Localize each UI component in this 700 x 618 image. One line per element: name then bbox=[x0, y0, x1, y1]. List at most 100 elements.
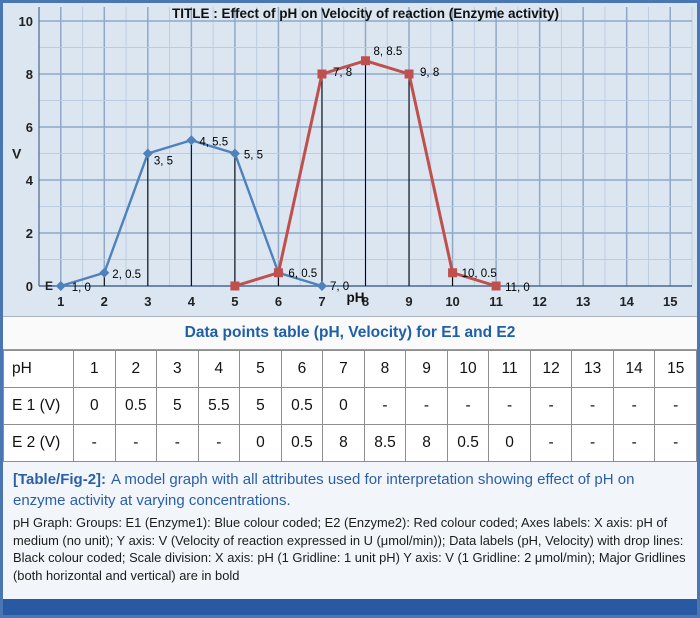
table-cell: - bbox=[571, 424, 614, 462]
data-point-label: 5, 5 bbox=[244, 150, 263, 162]
data-point-label: 7, 8 bbox=[333, 67, 352, 79]
data-point-marker-diamond bbox=[229, 148, 240, 159]
y-axis-title: V bbox=[12, 146, 22, 162]
origin-annotation: E bbox=[45, 279, 53, 293]
x-tick-label: 10 bbox=[445, 294, 459, 309]
y-tick-label: 4 bbox=[26, 173, 34, 188]
x-tick-label: 3 bbox=[144, 294, 151, 309]
x-axis-title: pH bbox=[347, 290, 365, 305]
data-point-marker-square bbox=[491, 281, 501, 291]
table-row: E 1 (V) 0 0.5 5 5.5 5 0.5 0- - - - - - - - bbox=[3, 387, 697, 425]
table-cell: - bbox=[156, 424, 199, 462]
y-tick-label: 10 bbox=[19, 14, 33, 29]
x-tick-label: 11 bbox=[489, 294, 503, 309]
data-point-label: 11, 0 bbox=[505, 282, 530, 294]
table-cell: 0.5 bbox=[114, 387, 158, 425]
data-point-label: 10, 0.5 bbox=[462, 268, 497, 280]
table-cell: 0.5 bbox=[446, 424, 490, 462]
table-cell: 0.5 bbox=[280, 424, 324, 462]
table-cell: 0 bbox=[322, 387, 365, 425]
x-tick-label: 7 bbox=[318, 294, 325, 309]
data-point-marker-square bbox=[317, 69, 327, 79]
table-cell: - bbox=[571, 387, 614, 425]
x-tick-label: 6 bbox=[275, 294, 282, 309]
table-cell: 12 bbox=[529, 350, 573, 388]
y-tick-label: 6 bbox=[26, 120, 33, 135]
data-point-marker-diamond bbox=[186, 135, 197, 146]
table-cell: 5 bbox=[239, 350, 282, 388]
data-point-marker-square bbox=[404, 69, 414, 79]
table-cell: - bbox=[612, 424, 656, 462]
table-cell: 3 bbox=[156, 350, 199, 388]
table-cell: 0 bbox=[73, 387, 116, 425]
ph-velocity-chart: TITLE : Effect of pH on Velocity of reac… bbox=[12, 6, 693, 309]
x-tick-label: 2 bbox=[101, 294, 108, 309]
table-cell: 5 bbox=[239, 387, 282, 425]
chart-section: TITLE : Effect of pH on Velocity of reac… bbox=[3, 3, 697, 317]
table-cell: - bbox=[654, 387, 697, 425]
data-point-label: 4, 5.5 bbox=[199, 136, 228, 148]
table-title: Data points table (pH, Velocity) for E1 … bbox=[3, 317, 697, 350]
data-point-label: 7, 0 bbox=[330, 281, 349, 293]
table-cell: 15 bbox=[654, 350, 697, 388]
table-cell: - bbox=[73, 424, 116, 462]
table-cell: 6 bbox=[280, 350, 324, 388]
table-cell: - bbox=[405, 387, 448, 425]
data-point-marker-square bbox=[273, 268, 283, 278]
y-tick-label: 8 bbox=[26, 67, 33, 82]
y-tick-label: 0 bbox=[26, 279, 33, 294]
x-tick-label: 12 bbox=[532, 294, 546, 309]
x-tick-label: 14 bbox=[619, 294, 634, 309]
table-cell: 8 bbox=[405, 424, 448, 462]
data-points-table: pH 1 2 3 4 5 6 7 8 9 10 11 12 13 14 15 E 1 (V) 0 0.5 5 5.5 5 0… bbox=[3, 350, 697, 462]
data-point-label: 2, 0.5 bbox=[112, 269, 141, 281]
table-cell: 7 bbox=[322, 350, 365, 388]
table-cell: - bbox=[612, 387, 656, 425]
table-cell: - bbox=[529, 424, 573, 462]
table-cell: 8 bbox=[322, 424, 365, 462]
table-cell: 0 bbox=[488, 424, 531, 462]
table-cell: 9 bbox=[405, 350, 448, 388]
x-tick-label: 5 bbox=[231, 294, 238, 309]
table-cell: - bbox=[197, 424, 241, 462]
table-cell: 4 bbox=[197, 350, 241, 388]
caption-section: [Table/Fig-2]: A model graph with all att… bbox=[3, 462, 697, 599]
x-tick-label: 15 bbox=[663, 294, 677, 309]
table-cell: 14 bbox=[612, 350, 656, 388]
table-cell: 13 bbox=[571, 350, 614, 388]
data-point-label: 9, 8 bbox=[420, 67, 439, 79]
table-cell: 0 bbox=[239, 424, 282, 462]
table-cell: - bbox=[446, 387, 490, 425]
table-cell: 11 bbox=[488, 350, 531, 388]
x-tick-label: 4 bbox=[188, 294, 196, 309]
data-point-marker-square bbox=[448, 268, 458, 278]
data-point-marker-diamond bbox=[55, 281, 66, 291]
chart-title: TITLE : Effect of pH on Velocity of reac… bbox=[172, 6, 559, 21]
data-point-label: 3, 5 bbox=[154, 156, 173, 168]
data-point-marker-diamond bbox=[316, 281, 327, 291]
table-cell: - bbox=[529, 387, 573, 425]
caption-detail: pH Graph: Groups: E1 (Enzyme1): Blue col… bbox=[13, 515, 686, 584]
table-row: pH 1 2 3 4 5 6 7 8 9 10 11 12 13 14 15 bbox=[3, 350, 697, 388]
table-cell: 8.5 bbox=[363, 424, 407, 462]
figure-label: [Table/Fig-2]: bbox=[13, 471, 107, 488]
row-header-ph: pH bbox=[3, 350, 74, 388]
table-cell: 5.5 bbox=[197, 387, 241, 425]
y-tick-label: 2 bbox=[26, 226, 33, 241]
table-cell: - bbox=[488, 387, 531, 425]
table-cell: 8 bbox=[363, 350, 407, 388]
bottom-bar bbox=[3, 599, 697, 615]
data-point-label: 1, 0 bbox=[72, 282, 91, 294]
data-point-label: 6, 0.5 bbox=[288, 268, 317, 280]
data-point-label: 8, 8.5 bbox=[374, 46, 403, 58]
table-cell: 0.5 bbox=[280, 387, 324, 425]
x-tick-label: 9 bbox=[405, 294, 412, 309]
table-cell: 10 bbox=[446, 350, 490, 388]
x-tick-label: 13 bbox=[576, 294, 590, 309]
table-cell: - bbox=[114, 424, 158, 462]
x-tick-label: 8 bbox=[362, 294, 369, 309]
data-point-marker-diamond bbox=[142, 148, 153, 159]
row-header-e-2-v-: E 2 (V) bbox=[3, 424, 74, 462]
x-tick-label: 1 bbox=[57, 294, 64, 309]
table-cell: - bbox=[363, 387, 407, 425]
